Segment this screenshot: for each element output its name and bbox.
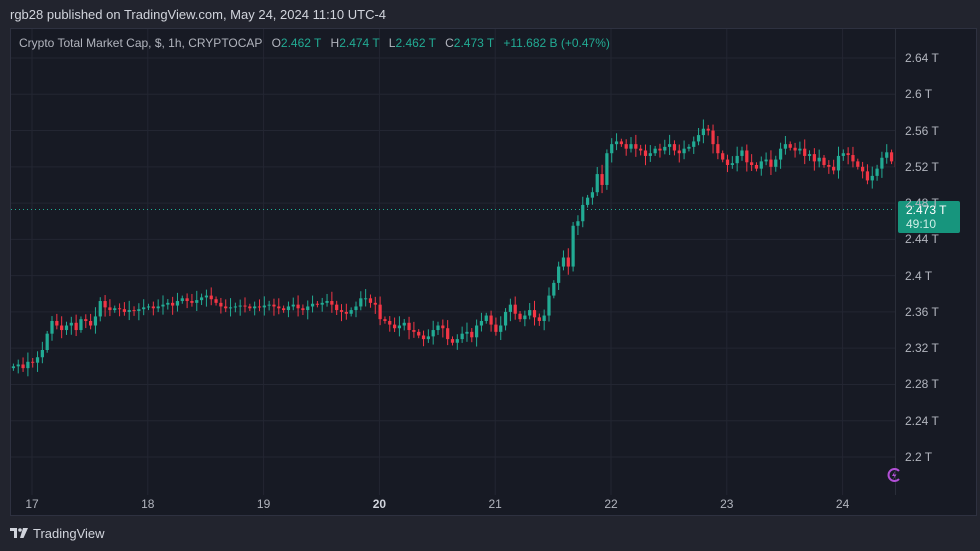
time-tick-label: 23 xyxy=(720,497,734,511)
price-axis[interactable]: 2.473 T 49:10 2.2 T 2.24 T 2.28 T 2.32 T 2.3… xyxy=(895,29,978,495)
low-value: 2.462 T xyxy=(395,36,436,50)
price-tick-label: 2.56 T xyxy=(905,123,939,138)
time-tick-label: 20 xyxy=(372,497,387,511)
price-tick-label: 2.44 T xyxy=(905,232,939,247)
high-value: 2.474 T xyxy=(339,36,380,50)
lightning-icon[interactable] xyxy=(886,467,902,483)
tradingview-logo-icon xyxy=(10,528,28,538)
price-tick-label: 2.64 T xyxy=(905,51,939,65)
bar-countdown: 49:10 xyxy=(906,217,937,231)
tradingview-brand: TradingView xyxy=(33,526,105,541)
candlestick-plot[interactable] xyxy=(11,29,895,495)
price-tick-label: 2.28 T xyxy=(905,377,939,392)
publish-line: rgb28 published on TradingView.com, May … xyxy=(10,7,387,22)
time-tick-label: 17 xyxy=(25,497,39,511)
low-label: L xyxy=(388,36,396,50)
time-tick-label: 22 xyxy=(604,497,618,511)
price-tick-label: 2.36 T xyxy=(905,304,939,319)
open-label: O xyxy=(271,36,281,50)
price-tick-label: 2.2 T xyxy=(905,450,933,464)
price-tick-label: 2.4 T xyxy=(905,268,933,283)
price-tick-label: 2.52 T xyxy=(905,159,939,174)
time-tick-label: 18 xyxy=(141,497,155,511)
price-tick-label: 2.6 T xyxy=(905,87,933,102)
tradingview-logo[interactable]: TradingView xyxy=(10,526,105,541)
open-value: 2.462 T xyxy=(280,36,322,50)
time-axis[interactable]: 17 18 19 20 21 22 23 24 xyxy=(11,495,895,516)
last-price-value: 2.473 T xyxy=(906,203,947,217)
price-tick-label: 2.48 T xyxy=(905,196,939,211)
high-label: H xyxy=(330,36,340,50)
chart-frame[interactable]: Crypto Total Market Cap, $, 1h, CRYPTOCA… xyxy=(10,28,977,516)
price-tick-label: 2.24 T xyxy=(905,413,939,428)
time-tick-label: 19 xyxy=(256,497,271,511)
close-value: 2.473 T xyxy=(453,36,495,50)
last-price-badge: 2.473 T 49:10 xyxy=(898,201,960,233)
time-tick-label: 24 xyxy=(835,497,850,511)
time-tick-label: 21 xyxy=(488,497,502,511)
chart-legend: Crypto Total Market Cap, $, 1h, CRYPTOCA… xyxy=(19,36,610,50)
close-label: C xyxy=(445,36,454,50)
symbol-title: Crypto Total Market Cap, $, 1h, CRYPTOCA… xyxy=(19,36,263,50)
price-tick-label: 2.32 T xyxy=(905,341,939,356)
change-value: +11.682 B (+0.47%) xyxy=(503,36,610,50)
